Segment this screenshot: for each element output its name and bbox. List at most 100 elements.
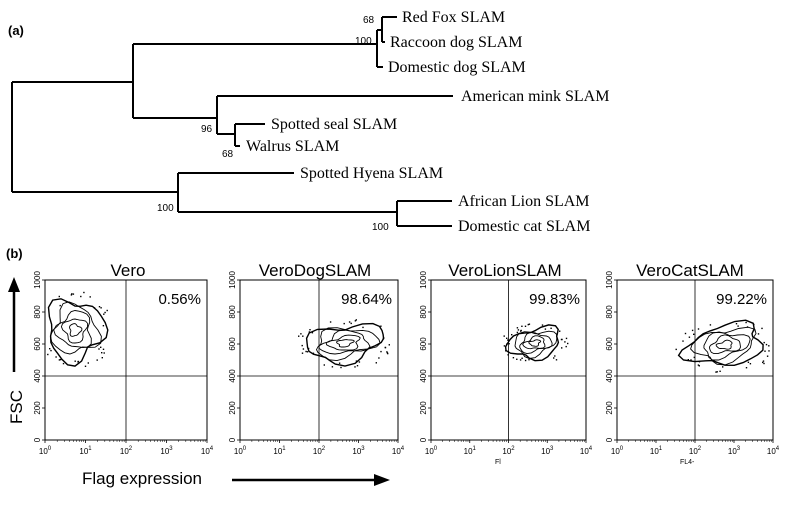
event-dot: [354, 366, 356, 368]
event-dot: [103, 352, 105, 354]
event-dot: [687, 359, 689, 361]
event-dot: [84, 365, 87, 367]
x-tick-label: 100: [39, 446, 52, 456]
event-dot: [70, 294, 73, 296]
event-dot: [745, 321, 747, 324]
x-tick-label: 104: [580, 446, 593, 456]
event-dot: [559, 330, 561, 332]
event-dot: [298, 335, 300, 337]
y-tick-label: 400: [605, 369, 614, 383]
event-dot: [524, 325, 527, 327]
x-tick-label: 103: [541, 446, 554, 456]
contour-line: [703, 331, 751, 361]
x-tick-label: 101: [650, 446, 663, 456]
flow-plot-verocatslam: VeroCatSLAM 99.22% FL4- 1000800600400200…: [605, 261, 780, 466]
event-dot: [87, 362, 89, 364]
x-axis-label: Flag expression: [82, 469, 202, 488]
event-dot: [98, 348, 100, 350]
event-dot: [565, 345, 567, 348]
gate-percentage: 99.22%: [716, 291, 767, 308]
x-tick-label: 100: [234, 446, 247, 456]
x-tick-label: 102: [502, 446, 515, 456]
event-dot: [519, 359, 522, 361]
event-dot: [104, 311, 106, 314]
event-dot: [348, 321, 351, 323]
event-dot: [688, 336, 691, 338]
y-tick-label: 200: [419, 401, 428, 415]
event-dot: [102, 325, 105, 327]
y-tick-label: 800: [33, 305, 42, 319]
event-dot: [715, 371, 717, 373]
event-dot: [386, 351, 388, 353]
y-tick-label: 600: [419, 337, 428, 351]
plot-title: VeroCatSLAM: [636, 261, 744, 280]
event-dot: [749, 363, 752, 365]
event-dot: [693, 333, 695, 335]
x-tick-label: 102: [689, 446, 702, 456]
event-dot: [312, 352, 315, 354]
y-tick-label: 200: [228, 401, 237, 415]
event-dot: [719, 370, 721, 372]
event-dot: [768, 350, 770, 352]
plot-title: Vero: [111, 261, 146, 280]
event-dot: [757, 333, 760, 335]
contour-line: [690, 326, 757, 366]
event-dot: [567, 342, 569, 345]
up-arrow-icon: [8, 277, 20, 292]
event-dot: [72, 293, 75, 295]
event-dot: [71, 293, 73, 295]
event-dot: [100, 346, 102, 348]
event-dot: [564, 341, 566, 343]
event-dot: [745, 367, 748, 369]
event-dot: [96, 359, 98, 361]
event-dot: [561, 347, 563, 349]
y-tick-label: 400: [228, 369, 237, 383]
event-dot: [358, 361, 361, 363]
event-dot: [766, 355, 769, 357]
event-dot: [375, 362, 377, 364]
event-dot: [55, 356, 57, 358]
plot-title: VeroDogSLAM: [259, 261, 371, 280]
event-dot: [77, 361, 79, 363]
event-dot: [302, 348, 305, 350]
event-dot: [58, 359, 61, 361]
plot-ticks: 1000 800 600 400 200 0 100 101 102 103 104: [33, 271, 214, 456]
event-dot: [565, 337, 568, 340]
event-dot: [698, 365, 700, 367]
contour-line: [709, 334, 741, 355]
bootstrap-value: 100: [157, 203, 174, 214]
contour-line: [315, 327, 381, 362]
event-dot: [762, 361, 764, 364]
y-tick-label: 1000: [605, 271, 614, 289]
event-dot: [505, 350, 507, 352]
event-dot: [517, 329, 520, 331]
event-dot: [753, 330, 755, 332]
event-dot: [693, 356, 695, 359]
gate-percentage: 0.56%: [158, 291, 201, 308]
event-dot: [553, 357, 555, 359]
bootstrap-value: 100: [372, 222, 389, 233]
x-tick-label: 101: [464, 446, 477, 456]
contour-line: [325, 334, 361, 351]
x-tick-label: 102: [313, 446, 326, 456]
event-dot: [331, 366, 334, 368]
x-tick-label: 101: [273, 446, 286, 456]
contour-line: [305, 322, 385, 367]
event-dot: [556, 333, 558, 335]
gate-percentage: 99.83%: [529, 291, 580, 308]
event-dot: [323, 364, 325, 366]
event-dot: [746, 326, 749, 328]
event-dot: [340, 366, 342, 369]
event-dot: [380, 325, 382, 327]
contour-line: [677, 319, 764, 367]
event-dot: [507, 339, 509, 341]
taxon-label: Spotted Hyena SLAM: [300, 165, 443, 182]
y-tick-label: 800: [228, 305, 237, 319]
event-dot: [384, 346, 387, 349]
bootstrap-value: 68: [363, 15, 375, 26]
contour-line: [528, 339, 542, 347]
tree-taxa: Red Fox SLAM Raccoon dog SLAM Domestic d…: [246, 9, 609, 235]
event-dot: [516, 358, 518, 360]
event-dot: [735, 323, 738, 325]
event-dot: [763, 341, 765, 344]
